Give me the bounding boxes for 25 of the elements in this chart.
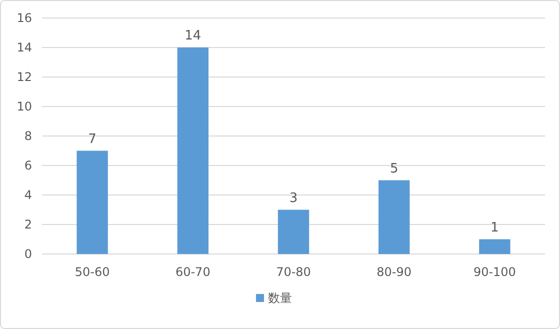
y-tick-label: 0	[24, 247, 32, 261]
x-tick-label: 70-80	[276, 265, 311, 279]
y-tick-label: 16	[16, 11, 32, 25]
y-tick-label: 14	[16, 40, 32, 54]
bar	[479, 239, 510, 254]
data-label: 3	[289, 190, 298, 206]
x-tick-label: 60-70	[175, 265, 210, 279]
data-label: 14	[184, 28, 202, 44]
x-tick-label: 80-90	[376, 265, 412, 279]
x-tick-label: 50-60	[74, 265, 110, 279]
bar	[278, 210, 310, 254]
bar	[177, 48, 208, 254]
x-tick-label: 90-100	[473, 265, 516, 279]
y-tick-label: 2	[24, 218, 32, 232]
data-label: 5	[390, 161, 398, 176]
data-label: 7	[88, 132, 96, 147]
bar	[76, 150, 108, 254]
legend-label: 数量	[268, 291, 292, 305]
data-label: 1	[490, 220, 499, 236]
bar	[378, 180, 410, 254]
y-tick-label: 8	[24, 129, 32, 143]
y-tick-label: 12	[16, 70, 32, 84]
y-tick-label: 6	[24, 158, 32, 172]
y-tick-label: 10	[16, 100, 32, 114]
y-tick-label: 4	[24, 188, 32, 202]
